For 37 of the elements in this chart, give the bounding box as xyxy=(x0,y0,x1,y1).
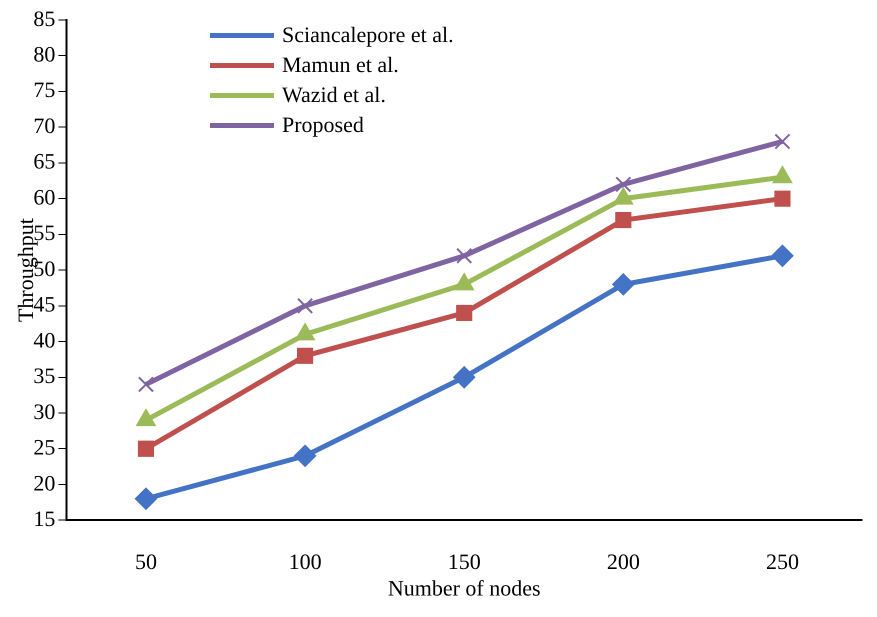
y-tick-label: 40 xyxy=(33,327,56,352)
y-tick-label: 30 xyxy=(33,398,56,424)
y-tick-label: 85 xyxy=(33,6,56,31)
x-axis-title: Number of nodes xyxy=(388,576,541,601)
x-tick-label: 50 xyxy=(134,549,157,574)
x-tick-label: 200 xyxy=(606,549,640,574)
y-tick-label: 20 xyxy=(33,470,56,496)
point xyxy=(297,298,314,314)
point xyxy=(771,244,794,267)
y-tick-label: 70 xyxy=(33,112,56,138)
point xyxy=(612,273,634,296)
y-tick-label: 15 xyxy=(33,506,56,531)
x-tick-label: 250 xyxy=(766,549,799,574)
x-tick-label: 150 xyxy=(448,549,481,574)
point xyxy=(774,190,791,207)
legend-label: Proposed xyxy=(282,111,364,139)
legend-label: Wazid et al. xyxy=(282,81,386,109)
point xyxy=(138,376,154,393)
y-tick-label: 75 xyxy=(33,77,56,102)
point xyxy=(138,440,154,457)
point xyxy=(615,212,632,228)
point xyxy=(615,176,632,192)
point xyxy=(134,488,157,510)
y-tick-label: 65 xyxy=(33,148,56,174)
y-tick-label: 25 xyxy=(33,434,56,460)
y-tick-label: 60 xyxy=(33,184,56,210)
y-tick-label: 35 xyxy=(33,363,56,388)
y-tick-label: 80 xyxy=(33,42,56,67)
point xyxy=(774,133,791,150)
point xyxy=(297,348,314,364)
legend-label: Sciancalepore et al. xyxy=(282,21,454,49)
point xyxy=(294,444,316,467)
x-tick-label: 100 xyxy=(288,549,322,574)
point xyxy=(453,366,476,388)
point xyxy=(456,248,472,264)
point xyxy=(456,304,472,322)
legend-label: Mamun et al. xyxy=(282,51,399,79)
